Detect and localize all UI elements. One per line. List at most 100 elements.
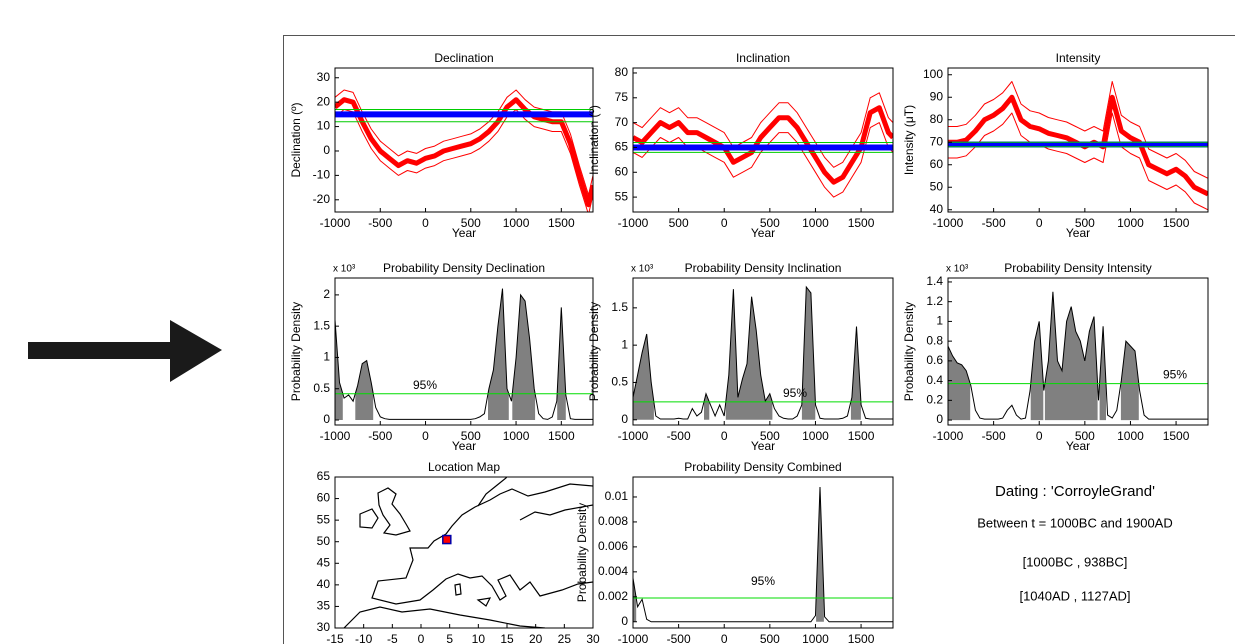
y-tick-label: 80 (615, 65, 629, 79)
x-tick-label: 500 (760, 216, 780, 230)
site-marker (442, 534, 452, 545)
plot-area (948, 81, 1208, 211)
y-tick-label: 0.6 (926, 353, 943, 367)
x-tick-label: 30 (586, 632, 600, 644)
curve (633, 105, 893, 185)
plot-area (633, 92, 893, 198)
y-tick-label: 70 (930, 134, 944, 148)
x-tick-label: 500 (1075, 429, 1095, 443)
density-fill (1030, 321, 1044, 421)
y-tick-label: 70 (615, 115, 629, 129)
x-tick-label: 0 (1036, 216, 1043, 230)
dating-interval: [1040AD , 1127AD] (1019, 588, 1130, 603)
x-axis-label: Year (452, 226, 476, 240)
density-fill (512, 294, 536, 420)
y-tick-label: 0.006 (598, 539, 628, 553)
y-axis-label: Probability Density (587, 302, 601, 401)
x-tick-label: -1000 (933, 216, 964, 230)
y-axis-label: Probability Density (575, 503, 589, 602)
density-fill (1044, 291, 1098, 421)
y-tick-label: 80 (930, 112, 944, 126)
chart-title: Probability Density Inclination (685, 261, 842, 275)
density-fill (557, 307, 566, 420)
coastline (454, 583, 462, 596)
y-multiplier: x 10³ (946, 264, 969, 275)
y-tick-label: 90 (930, 89, 944, 103)
coastline (343, 606, 546, 628)
y-tick-label: -20 (313, 192, 331, 206)
y-tick-label: 0 (621, 412, 628, 426)
y-tick-label: -10 (313, 168, 331, 182)
density-fill (355, 360, 374, 420)
coastline (477, 477, 508, 507)
y-tick-label: 0.002 (598, 589, 628, 603)
x-tick-label: 1000 (503, 429, 530, 443)
y-tick-label: 1.4 (926, 274, 943, 288)
threshold-label: 95% (413, 378, 437, 392)
x-tick-label: 15 (500, 632, 514, 644)
x-tick-label: -15 (326, 632, 344, 644)
y-tick-label: 30 (317, 70, 331, 84)
x-tick-label: -500 (368, 429, 392, 443)
x-axis-label: Year (751, 439, 775, 453)
y-tick-label: 1.5 (611, 300, 628, 314)
threshold-label: 95% (783, 386, 807, 400)
x-tick-label: 20 (529, 632, 543, 644)
axes-frame (334, 67, 594, 213)
y-tick-label: 30 (317, 620, 331, 634)
x-tick-label: -1000 (618, 632, 649, 644)
x-tick-label: 0 (418, 632, 425, 644)
axes-frame (632, 277, 894, 426)
threshold-label: 95% (1163, 368, 1187, 382)
x-tick-label: -1000 (618, 429, 649, 443)
x-tick-label: -500 (982, 429, 1006, 443)
density-curve (633, 285, 893, 420)
axes-frame (947, 277, 1209, 426)
x-tick-label: 1500 (1163, 216, 1190, 230)
dating-interval: [1000BC , 938BC] (1023, 554, 1128, 569)
axes-frame (632, 67, 894, 213)
axes-frame (947, 67, 1209, 213)
y-tick-label: 0.8 (926, 333, 943, 347)
y-axis-label: Inclination (º) (587, 105, 601, 175)
x-tick-label: 0 (721, 632, 728, 644)
x-tick-label: 1000 (802, 632, 829, 644)
y-tick-label: 45 (317, 555, 331, 569)
coastline (359, 508, 379, 529)
x-tick-label: 1000 (1117, 429, 1144, 443)
x-tick-label: 0 (422, 216, 429, 230)
x-tick-label: 1500 (1163, 429, 1190, 443)
density-fill (704, 393, 710, 420)
x-axis-label: Year (751, 226, 775, 240)
plot-area (633, 285, 893, 420)
y-tick-label: 60 (930, 157, 944, 171)
x-tick-label: 500 (461, 429, 481, 443)
coastline (371, 483, 593, 605)
plot-area (948, 291, 1208, 421)
x-tick-label: 0 (721, 216, 728, 230)
y-tick-label: 0.4 (926, 373, 943, 387)
threshold-label: 95% (751, 574, 775, 588)
arrow-head (170, 320, 222, 382)
coastline (377, 487, 411, 536)
y-tick-label: 0.004 (598, 564, 628, 578)
x-tick-label: -500 (982, 216, 1006, 230)
chart-title: Declination (434, 51, 493, 65)
y-multiplier: x 10³ (631, 264, 654, 275)
plot-area (335, 89, 593, 212)
density-curve (335, 288, 593, 420)
x-tick-label: 1500 (848, 429, 875, 443)
y-tick-label: 2 (323, 287, 330, 301)
density-fill (1120, 341, 1139, 421)
density-fill (633, 578, 637, 622)
x-tick-label: -500 (368, 216, 392, 230)
y-tick-label: 55 (615, 189, 629, 203)
plot-area (633, 486, 893, 623)
y-tick-label: 60 (317, 491, 331, 505)
chart-title: Intensity (1056, 51, 1101, 65)
y-tick-label: 1 (936, 314, 943, 328)
density-curve (948, 291, 1208, 420)
x-tick-label: 0 (422, 429, 429, 443)
x-axis-label: Year (452, 439, 476, 453)
y-multiplier: x 10³ (333, 264, 356, 275)
